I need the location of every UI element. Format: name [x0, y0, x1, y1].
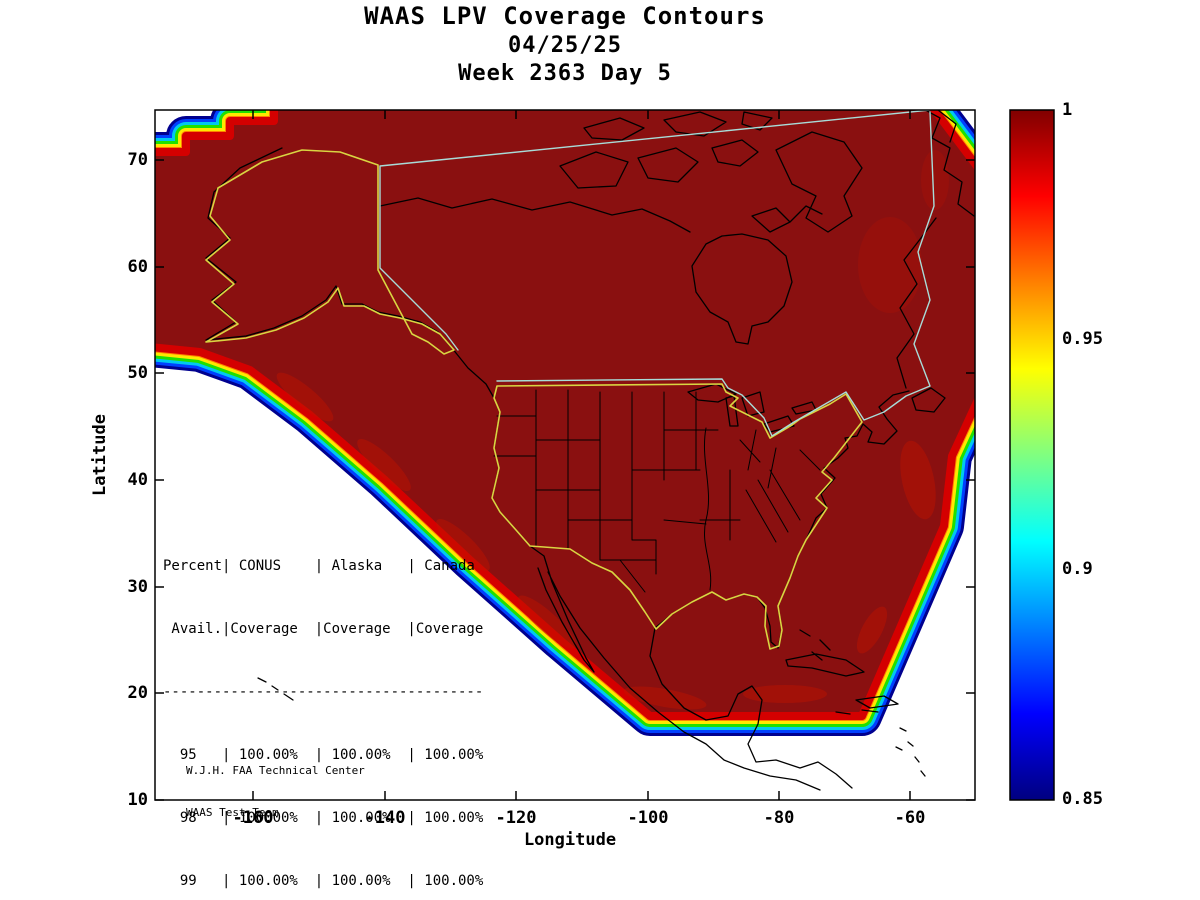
x-tick-label: -60 [894, 808, 926, 828]
credit-line: WAAS Test Team [186, 806, 279, 819]
y-tick-label: 10 [127, 790, 148, 810]
x-axis-label: Longitude [523, 830, 617, 850]
axis-tick-marks [155, 110, 975, 801]
arctic-islands-path [559, 111, 863, 233]
figure-title: WAAS LPV Coverage Contours [364, 2, 766, 30]
caribbean-islands-path [785, 629, 926, 777]
gulf-east-coastline-path [649, 217, 946, 789]
hudson-bay-path [691, 205, 823, 345]
figure-date: 04/25/25 [508, 33, 622, 58]
hawaii-islands-path [257, 677, 294, 701]
coverage-table-header: Avail.|Coverage |Coverage |Coverage [163, 621, 484, 637]
figure-week-day: Week 2363 Day 5 [458, 61, 672, 86]
colorbar-tick-label: 1 [1062, 100, 1073, 120]
y-axis-label: Latitude [90, 414, 110, 496]
table-row: 95 | 100.00% | 100.00% | 100.00% [163, 747, 484, 763]
alaska-outline [205, 149, 455, 355]
map-area [155, 110, 975, 791]
colorbar-tick-label: 0.95 [1062, 329, 1103, 349]
y-tick-label: 30 [127, 577, 148, 597]
table-separator: -------------------------------------- [163, 684, 484, 700]
y-tick-label: 60 [127, 257, 148, 277]
x-tick-label: -80 [763, 808, 795, 828]
y-tick-label: 70 [127, 150, 148, 170]
coverage-table: Percent| CONUS | Alaska | Canada Avail.|… [163, 514, 483, 900]
coverage-table-header: Percent| CONUS | Alaska | Canada [163, 558, 475, 574]
x-tick-label: -140 [364, 808, 406, 828]
arctic-mainland-coast-path [379, 197, 691, 233]
coverage-region-fill [155, 110, 975, 720]
credit-text: W.J.H. FAA Technical Center WAAS Test Te… [186, 736, 365, 848]
x-tick-label: -100 [627, 808, 669, 828]
title-block: WAAS LPV Coverage Contours 04/25/25 Week… [155, 0, 975, 86]
credit-line: W.J.H. FAA Technical Center [186, 764, 365, 777]
table-row: 99 | 100.00% | 100.00% | 100.00% [163, 873, 484, 889]
y-tick-label: 40 [127, 470, 148, 490]
x-tick-label: -160 [232, 808, 274, 828]
coverage-mottling [276, 150, 949, 710]
plot-frame [154, 109, 976, 801]
greenland-coast-path [923, 110, 975, 217]
colorbar-tick-label: 0.85 [1062, 789, 1103, 809]
great-lakes-path [687, 383, 817, 433]
table-row: 98 | 100.00% | 100.00% | 100.00% [163, 810, 484, 826]
state-borders-path [493, 389, 821, 593]
canada-outline [379, 110, 935, 437]
colorbar-tick-label: 0.9 [1062, 559, 1093, 579]
x-tick-label: -120 [495, 808, 537, 828]
y-tick-label: 50 [127, 363, 148, 383]
y-tick-label: 20 [127, 683, 148, 703]
colorbar-gradient [1009, 109, 1055, 801]
